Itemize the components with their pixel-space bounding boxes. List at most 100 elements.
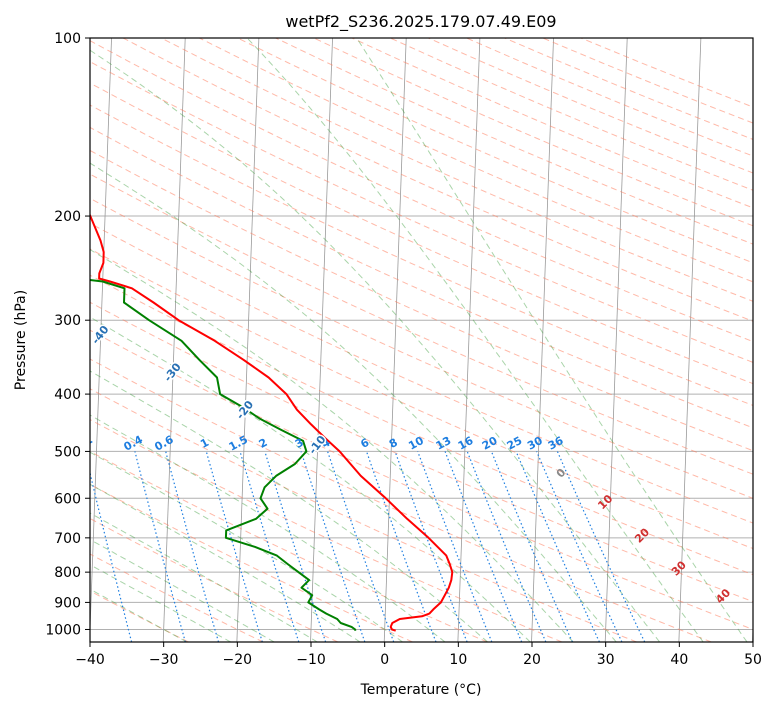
mixing-ratio-label: 20 (480, 434, 500, 453)
dry-adiabat (466, 38, 753, 157)
y-tick-label: 100 (54, 31, 81, 47)
mixing-ratio-line (264, 451, 327, 642)
dry-adiabat (122, 38, 753, 322)
mixing-ratio-line (205, 451, 263, 642)
dry-adiabat (90, 222, 753, 524)
dry-adiabat (90, 358, 712, 642)
dry-adiabat (542, 38, 753, 124)
x-tick-label: −30 (149, 652, 179, 668)
dry-adiabat (580, 38, 753, 108)
mixing-ratio-label: 0.2 (72, 433, 95, 454)
dewpoint-profile-line (90, 278, 357, 631)
isotherm-line (678, 38, 702, 642)
y-axis-label: Pressure (hPa) (13, 290, 29, 390)
mixing-ratio-label: 36 (546, 434, 566, 453)
isotherm-label: -40 (89, 323, 112, 347)
moist-adiabat (90, 451, 403, 642)
dry-adiabat (90, 40, 753, 343)
mixing-ratio-line (417, 451, 493, 642)
dry-adiabat (313, 38, 753, 227)
dry-adiabat (90, 388, 637, 642)
y-tick-label: 600 (54, 491, 81, 507)
mixing-ratio-line (134, 451, 186, 642)
isotherm-line (457, 38, 481, 642)
x-tick-label: −40 (75, 652, 105, 668)
mixing-ratio-label: 10 (406, 434, 426, 453)
mixing-ratio-line (365, 451, 437, 642)
background-lines (90, 38, 753, 642)
chart-title: wetPf2_S236.2025.179.07.49.E09 (285, 12, 556, 32)
moist-adiabat (90, 564, 231, 642)
mixing-ratio-label: 2 (257, 436, 270, 451)
x-tick-label: 0 (380, 652, 389, 668)
moist-adiabat (356, 38, 748, 642)
x-axis-label: Temperature (°C) (360, 682, 482, 698)
dry-adiabat (90, 248, 753, 550)
mixing-ratio-label: 0.4 (122, 433, 146, 454)
mixing-ratio-line (556, 451, 646, 642)
dry-adiabat (90, 553, 264, 642)
dry-adiabat (90, 483, 413, 642)
dry-adiabat (90, 82, 753, 385)
mixing-ratio-line (536, 451, 623, 642)
dry-adiabat (90, 197, 753, 499)
y-tick-label: 900 (54, 595, 81, 611)
y-tick-label: 400 (54, 387, 81, 403)
mixing-ratio-label: 16 (456, 434, 476, 453)
x-tick-label: 40 (670, 652, 688, 668)
isotherm-line (162, 38, 186, 642)
adiabat-label: 0 (554, 466, 569, 481)
moist-adiabat (90, 49, 660, 642)
mixing-ratio-line (165, 451, 220, 642)
y-tick-label: 800 (54, 565, 81, 581)
mixing-ratio-label: 0.6 (152, 433, 176, 454)
mixing-ratio-label: 13 (434, 434, 454, 453)
dry-adiabat (351, 38, 753, 209)
mixing-ratio-line (300, 451, 366, 642)
isotherm-line (383, 38, 407, 642)
mixing-ratio-line (239, 451, 300, 642)
mixing-ratio-label: 0.1 (25, 433, 48, 454)
x-tick-label: 10 (449, 652, 467, 668)
mixing-ratio-label: 1.5 (227, 433, 250, 454)
moist-adiabat (90, 414, 446, 642)
axes: −40 −30 −20 −10 0 10 20 30 40 5010009008007006005… (45, 31, 762, 668)
dry-adiabat (275, 38, 753, 245)
x-tick-label: 50 (744, 652, 762, 668)
moist-adiabat (90, 316, 531, 642)
adiabat-label: 40 (713, 586, 733, 606)
dry-adiabat (90, 418, 563, 642)
mixing-ratio-label: 25 (505, 434, 525, 453)
dry-adiabat (90, 149, 753, 452)
isotherm-line (752, 618, 753, 642)
mixing-ratio-label: 1 (198, 436, 211, 451)
dry-adiabat (90, 61, 753, 363)
x-tick-label: 20 (523, 652, 541, 668)
y-tick-label: 700 (54, 531, 81, 547)
dry-adiabat (160, 38, 753, 302)
plot-frame (89, 37, 754, 643)
isotherm-line (531, 38, 554, 642)
adiabat-label: 10 (595, 492, 615, 512)
x-tick-label: −20 (223, 652, 253, 668)
moist-adiabat (90, 370, 488, 642)
isotherm-line (90, 38, 112, 641)
mixing-ratio-label: 30 (525, 434, 545, 453)
dry-adiabat (90, 590, 189, 642)
mixing-ratio-line (394, 451, 468, 642)
moist-adiabat (90, 162, 617, 642)
y-tick-label: 200 (54, 209, 81, 225)
mixing-ratio-line (515, 451, 600, 642)
moist-adiabat (90, 249, 574, 642)
isotherm-label: -20 (234, 398, 257, 422)
x-tick-label: −10 (296, 652, 326, 668)
mixing-ratio-label: 8 (387, 436, 400, 451)
dry-adiabat (389, 38, 753, 191)
y-tick-label: 1000 (45, 622, 81, 638)
adiabat-label: 30 (669, 558, 689, 578)
y-tick-label: 300 (54, 313, 81, 329)
dry-adiabat (90, 450, 488, 642)
moist-adiabat (90, 512, 318, 642)
y-tick-label: 500 (54, 444, 81, 460)
